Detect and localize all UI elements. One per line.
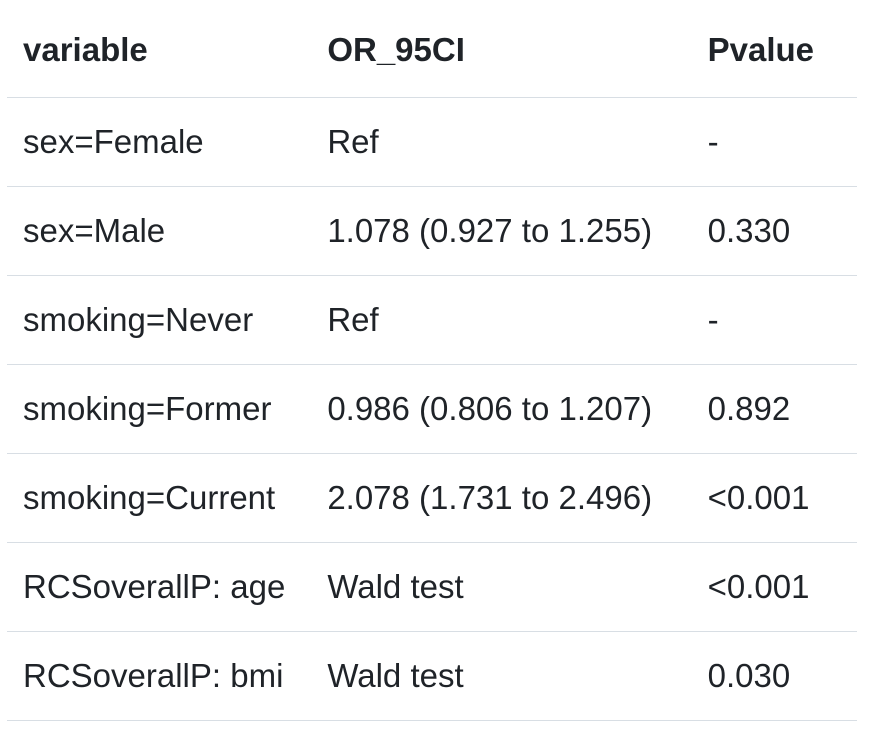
header-row: variable OR_95CI Pvalue xyxy=(7,7,857,98)
cell-variable: sex=Female xyxy=(23,123,204,160)
cell-or-95ci: 0.986 (0.806 to 1.207) xyxy=(327,390,653,427)
cell-or-95ci: Ref xyxy=(327,123,379,160)
column-header-variable: variable xyxy=(23,31,148,68)
table-row: smoking=Current 2.078 (1.731 to 2.496) <… xyxy=(7,454,857,543)
cell-or-95ci: Wald test xyxy=(327,657,464,694)
results-table-container: variable OR_95CI Pvalue sex=Female Ref -… xyxy=(7,7,857,721)
cell-or-95ci: Ref xyxy=(327,301,379,338)
cell-or-95ci: 2.078 (1.731 to 2.496) xyxy=(327,479,653,516)
table-row: smoking=Never Ref - xyxy=(7,276,857,365)
table-row: sex=Female Ref - xyxy=(7,98,857,187)
cell-variable: RCSoverallP: bmi xyxy=(23,657,284,694)
column-header-or-95ci: OR_95CI xyxy=(327,31,465,68)
cell-variable: smoking=Former xyxy=(23,390,272,427)
table-body: sex=Female Ref - sex=Male 1.078 (0.927 t… xyxy=(7,98,857,721)
cell-variable: smoking=Current xyxy=(23,479,276,516)
cell-pvalue: <0.001 xyxy=(707,479,810,516)
cell-or-95ci: Wald test xyxy=(327,568,464,605)
table-row: RCSoverallP: age Wald test <0.001 xyxy=(7,543,857,632)
results-table: variable OR_95CI Pvalue sex=Female Ref -… xyxy=(7,7,857,721)
column-header-pvalue: Pvalue xyxy=(707,31,815,68)
cell-pvalue: - xyxy=(707,301,719,338)
cell-or-95ci: 1.078 (0.927 to 1.255) xyxy=(327,212,653,249)
cell-pvalue: <0.001 xyxy=(707,568,810,605)
cell-variable: RCSoverallP: age xyxy=(23,568,286,605)
table-row: smoking=Former 0.986 (0.806 to 1.207) 0.… xyxy=(7,365,857,454)
table-header: variable OR_95CI Pvalue xyxy=(7,7,857,98)
cell-pvalue: 0.892 xyxy=(707,390,791,427)
cell-pvalue: 0.330 xyxy=(707,212,791,249)
cell-variable: sex=Male xyxy=(23,212,166,249)
cell-pvalue: 0.030 xyxy=(707,657,791,694)
table-row: RCSoverallP: bmi Wald test 0.030 xyxy=(7,632,857,721)
cell-pvalue: - xyxy=(707,123,719,160)
table-row: sex=Male 1.078 (0.927 to 1.255) 0.330 xyxy=(7,187,857,276)
cell-variable: smoking=Never xyxy=(23,301,254,338)
